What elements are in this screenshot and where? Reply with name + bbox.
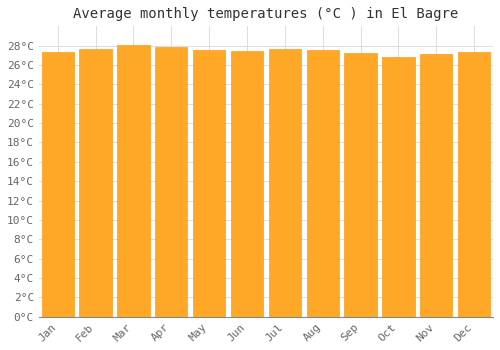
Bar bbox=[80, 49, 112, 317]
Bar bbox=[118, 45, 150, 317]
Bar bbox=[269, 49, 301, 317]
Bar bbox=[306, 50, 339, 317]
Bar bbox=[193, 50, 225, 317]
Bar bbox=[42, 52, 74, 317]
Bar bbox=[231, 51, 263, 317]
Title: Average monthly temperatures (°C ) in El Bagre: Average monthly temperatures (°C ) in El… bbox=[74, 7, 458, 21]
Bar bbox=[420, 54, 452, 317]
Bar bbox=[344, 54, 376, 317]
Bar bbox=[458, 52, 490, 317]
Bar bbox=[155, 47, 188, 317]
Bar bbox=[382, 57, 414, 317]
